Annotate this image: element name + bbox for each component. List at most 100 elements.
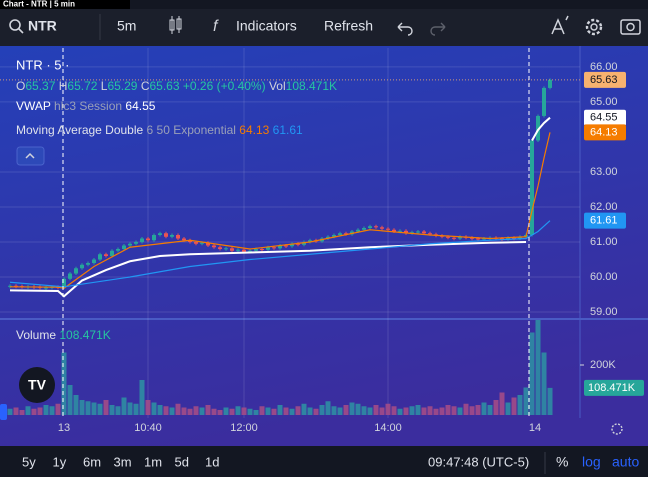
vwap-value: 64.55 (125, 99, 155, 113)
vol-key: Vol (269, 79, 286, 93)
logo-mark: TV (28, 377, 47, 393)
ma-name: Moving Average Double (16, 123, 144, 137)
chart-type-button[interactable] (169, 16, 182, 34)
volume-tag (584, 379, 644, 396)
volume-bar (133, 403, 139, 415)
volume-bar (529, 332, 535, 415)
legend: NTR · 5 · O65.37 H65.72 L65.29 C65.63 +0… (16, 57, 337, 342)
ohlc-value: 65.37 (25, 79, 55, 93)
volume-bar (301, 403, 307, 415)
vol-value: 108.471K (286, 79, 337, 93)
volume-bar (235, 406, 241, 415)
volume-bar (391, 406, 397, 415)
volume-bar (427, 406, 433, 415)
volume-bar (403, 407, 409, 415)
volume-bar (421, 407, 427, 415)
settings-button[interactable] (585, 18, 603, 36)
volume-bar (55, 403, 61, 415)
price-tag-label: 61.61 (590, 215, 618, 227)
volume-title: Volume 108.471K (16, 328, 111, 342)
volume-bar (337, 407, 343, 415)
volume-bar (343, 405, 349, 415)
volume-bar (523, 387, 529, 415)
ohlc-key: C (141, 79, 150, 93)
interval-button[interactable]: 5m (117, 18, 136, 34)
ohlc-value: 65.29 (107, 79, 137, 93)
volume-bar (175, 403, 181, 415)
draw-button[interactable] (551, 15, 569, 35)
volume-bar (115, 406, 121, 415)
legend-ohlc: O65.37 H65.72 L65.29 C65.63 +0.26 (+0.40… (16, 79, 337, 93)
indicator-line (9, 220, 551, 288)
volume-bar (325, 401, 331, 415)
volume-bar (475, 405, 481, 415)
volume-bar (217, 410, 223, 415)
range-button[interactable]: 1y (53, 454, 67, 469)
volume-bar (481, 402, 487, 415)
price-tag (584, 212, 626, 229)
bottom-bar (0, 446, 648, 477)
range-button[interactable]: 5y (22, 454, 36, 469)
volume-bar (145, 400, 151, 415)
volume-name: Volume (16, 328, 56, 342)
axis-settings[interactable] (611, 423, 623, 435)
volume-bar (97, 403, 103, 415)
volume-bar (511, 397, 517, 415)
log-button[interactable]: log (582, 454, 601, 470)
range-button[interactable]: 1d (205, 454, 219, 469)
indicators-button[interactable]: Indicators (236, 18, 297, 34)
volume-bar (355, 403, 361, 415)
ohlc-key: H (59, 79, 68, 93)
undo-button[interactable] (397, 22, 413, 36)
search-button[interactable]: NTR (9, 18, 57, 34)
legend-symbol: NTR · 5 · (16, 57, 69, 72)
symbol[interactable]: NTR (28, 18, 57, 34)
volume-bar (289, 408, 295, 415)
volume-bar (373, 405, 379, 415)
volume-bar (487, 405, 493, 415)
volume-bar (241, 407, 247, 415)
vwap-params: hlc3 Session (54, 99, 122, 113)
range-button[interactable]: 6m (83, 454, 101, 469)
y-tick-label: 66.00 (590, 61, 618, 73)
volume-bar (31, 408, 37, 415)
auto-button[interactable]: auto (612, 454, 639, 470)
volume-bar (409, 406, 415, 415)
volume-bar (205, 405, 211, 415)
volume-bar (19, 410, 25, 415)
range-button[interactable]: 5d (175, 454, 189, 469)
volume-bar (469, 406, 475, 415)
collapse-icon (25, 152, 35, 159)
x-tick-label: 12:00 (230, 422, 258, 434)
volume-bar (319, 405, 325, 415)
range-button[interactable]: 1m (144, 454, 162, 469)
side-handle[interactable] (0, 404, 7, 420)
price-tag (584, 124, 626, 141)
volume-bar (349, 402, 355, 415)
y-tick-label: 60.00 (590, 271, 618, 283)
price-tag-label: 64.13 (590, 126, 618, 138)
screenshot-button[interactable] (620, 19, 641, 35)
volume-bar (187, 408, 193, 415)
volume-bar (457, 407, 463, 415)
y-tick-label: 59.00 (590, 306, 618, 318)
redo-button[interactable] (430, 22, 446, 36)
logo[interactable] (19, 367, 55, 403)
volume-bar (295, 406, 301, 415)
volume-bar (13, 407, 19, 415)
collapse-legend-button[interactable] (16, 146, 45, 166)
volume-bar (211, 408, 217, 415)
volume-bar (415, 405, 421, 415)
percent-button[interactable]: % (556, 454, 568, 470)
refresh-button[interactable]: Refresh (324, 18, 373, 34)
volume-bar (397, 408, 403, 415)
volume-bar (7, 408, 13, 415)
volume-bar (121, 397, 127, 415)
volume-bar (379, 407, 385, 415)
ohlc-key: L (101, 79, 108, 93)
volume-bar (67, 385, 73, 415)
range-button[interactable]: 3m (114, 454, 132, 469)
volume-bar (307, 407, 313, 415)
